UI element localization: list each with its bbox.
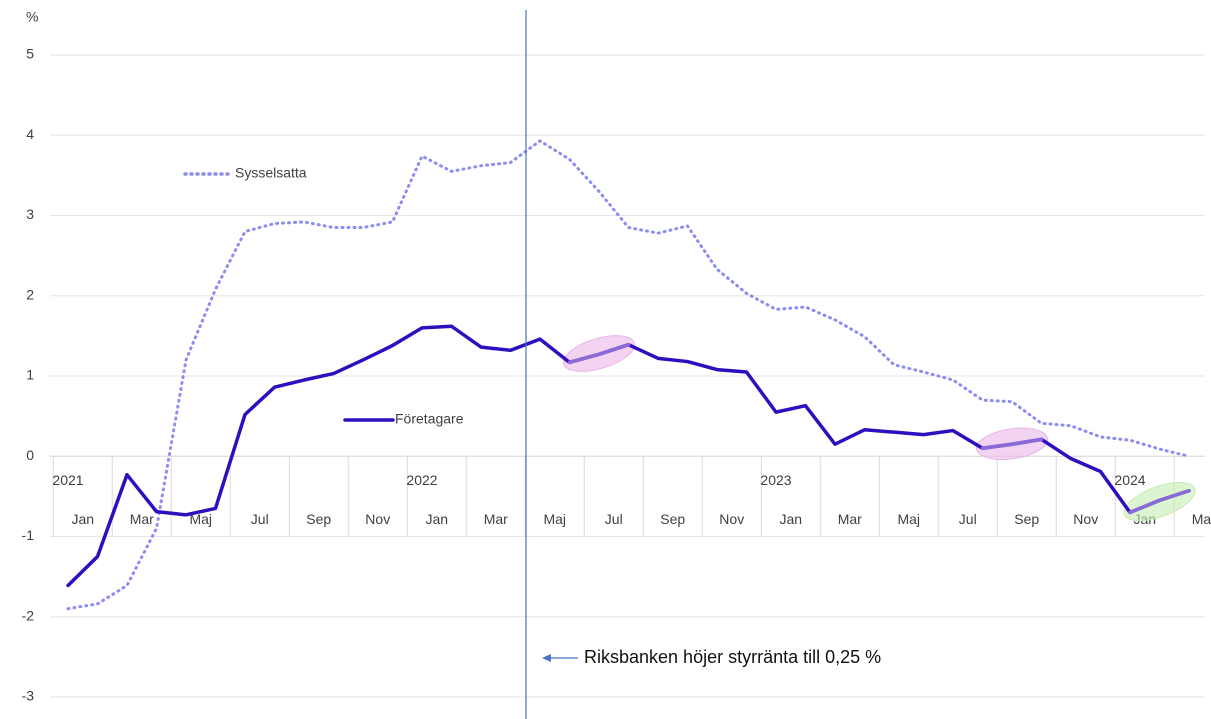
y-tick-label: 0 [26, 447, 34, 463]
highlight-line [980, 437, 1044, 450]
y-tick-label: -1 [22, 527, 35, 543]
year-label: 2024 [1114, 472, 1145, 488]
y-tick-label: 1 [26, 367, 34, 383]
x-tick-label: Jul [959, 511, 977, 527]
y-tick-label: 3 [26, 206, 34, 222]
x-tick-label: Nov [365, 511, 390, 527]
x-tick-label: Mar [838, 511, 862, 527]
annotation-arrowhead [542, 654, 551, 662]
x-tick-label: Jan [425, 511, 448, 527]
legend-label: Sysselsatta [235, 165, 307, 181]
legend-label: Företagare [395, 411, 464, 427]
highlight-line [1128, 489, 1191, 515]
year-label: 2023 [760, 472, 791, 488]
x-tick-label: Maj [189, 511, 212, 527]
y-tick-label: -2 [22, 607, 35, 623]
x-tick-label: Sep [660, 511, 685, 527]
y-tick-label: -3 [22, 688, 35, 704]
x-tick-label: Sep [306, 511, 331, 527]
y-tick-label: 4 [26, 126, 34, 142]
x-tick-label: Maj [543, 511, 566, 527]
x-tick-label: Nov [719, 511, 744, 527]
y-tick-label: 5 [26, 46, 34, 62]
x-tick-label: Sep [1014, 511, 1039, 527]
x-tick-label: Mar [484, 511, 508, 527]
x-tick-label: Jan [71, 511, 94, 527]
series-line [66, 139, 1191, 611]
x-tick-label: Mar [130, 511, 154, 527]
year-label: 2022 [406, 472, 437, 488]
x-tick-label: Jul [251, 511, 269, 527]
x-tick-label: Nov [1073, 511, 1098, 527]
highlight-line [567, 342, 631, 365]
year-label: 2021 [52, 472, 83, 488]
x-tick-label: Jan [779, 511, 802, 527]
x-tick-label: Jul [605, 511, 623, 527]
x-tick-label: Maj [897, 511, 920, 527]
x-tick-label: Mar [1192, 511, 1211, 527]
annotation: Riksbanken höjer styrränta till 0,25 % [584, 647, 881, 667]
y-unit: % [26, 9, 38, 25]
y-tick-label: 2 [26, 286, 34, 302]
